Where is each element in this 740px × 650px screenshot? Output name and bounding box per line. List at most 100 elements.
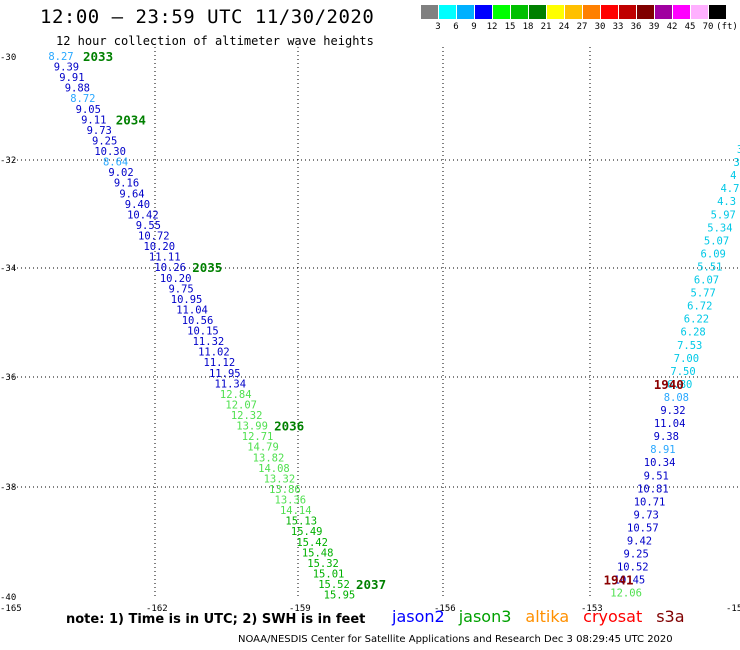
swh-value: 15.42 bbox=[296, 537, 328, 549]
swh-value: 10.81 bbox=[637, 483, 669, 495]
lon-label: -165 bbox=[0, 604, 22, 614]
swh-value: 9.05 bbox=[76, 104, 101, 116]
legend-tick: 30 bbox=[594, 22, 606, 32]
swh-value: 11.95 bbox=[209, 368, 241, 380]
swh-value: 4.3 bbox=[717, 196, 736, 208]
lat-label: -34 bbox=[0, 264, 16, 274]
swh-value: 7.00 bbox=[674, 353, 699, 365]
swh-value: 9.75 bbox=[168, 283, 193, 295]
satellite-legend: jason2 jason3 altika cryosat s3a bbox=[392, 607, 699, 626]
legend-tick: 18 bbox=[522, 22, 534, 32]
legend-tick: 21 bbox=[540, 22, 552, 32]
legend-swatch bbox=[583, 5, 601, 19]
lon-label: -156 bbox=[434, 604, 456, 614]
legend-tick: 9 bbox=[471, 22, 477, 32]
legend-tick: 70 bbox=[702, 22, 714, 32]
swh-value: 11.12 bbox=[204, 357, 236, 369]
swh-value: 12.32 bbox=[231, 410, 263, 422]
swh-value: 6.80 bbox=[667, 379, 692, 391]
time-tag: 1941 bbox=[603, 573, 633, 588]
color-legend bbox=[421, 5, 727, 19]
swh-value: 10.72 bbox=[138, 231, 170, 243]
swh-value: 9.42 bbox=[627, 536, 652, 548]
satellite-jason2: jason2 bbox=[392, 607, 445, 626]
swh-value: 13.86 bbox=[269, 484, 301, 496]
swh-value: 4 bbox=[730, 170, 736, 182]
legend-tick: 45 bbox=[684, 22, 696, 32]
swh-value: 12.06 bbox=[610, 588, 642, 600]
track-west: 8.279.399.919.888.729.059.119.739.2510.3… bbox=[48, 49, 386, 602]
swh-value: 15.49 bbox=[291, 526, 323, 538]
legend-swatch bbox=[457, 5, 475, 19]
lat-label: -36 bbox=[0, 373, 16, 383]
swh-value: 10.20 bbox=[160, 273, 192, 285]
swh-value: 9.11 bbox=[81, 114, 106, 126]
swh-value: 11.11 bbox=[149, 252, 181, 264]
legend-tick: 12 bbox=[486, 22, 498, 32]
swh-value: 10.30 bbox=[94, 146, 126, 158]
legend-swatch bbox=[439, 5, 457, 19]
swh-value: 8.91 bbox=[650, 444, 675, 456]
legend-swatch bbox=[709, 5, 727, 19]
legend-tick: 3 bbox=[435, 22, 441, 32]
legend-tick: 36 bbox=[630, 22, 642, 32]
swh-value: 12.07 bbox=[225, 399, 257, 411]
swh-value: 9.02 bbox=[108, 167, 133, 179]
footer-credit: NOAA/NESDIS Center for Satellite Applica… bbox=[238, 634, 673, 645]
swh-value: 10.15 bbox=[187, 326, 219, 338]
swh-value: 9.16 bbox=[114, 178, 139, 190]
swh-value: 9.88 bbox=[65, 83, 90, 95]
legend-swatch bbox=[655, 5, 673, 19]
map-title: 12:00 — 23:59 UTC 11/30/2020 bbox=[40, 6, 375, 28]
satellite-jason3: jason3 bbox=[458, 607, 512, 626]
satellite-cryosat: cryosat bbox=[583, 607, 643, 626]
swh-value: 9.73 bbox=[634, 509, 659, 521]
swh-value: 7.50 bbox=[670, 366, 695, 378]
swh-value: 9.91 bbox=[59, 72, 84, 84]
swh-value: 6.28 bbox=[680, 327, 705, 339]
satellite-s3a: s3a bbox=[656, 607, 685, 626]
swh-value: 12.71 bbox=[242, 431, 274, 443]
lon-label: -159 bbox=[289, 604, 311, 614]
swh-value: 11.02 bbox=[198, 347, 230, 359]
swh-value: 6.07 bbox=[694, 275, 719, 287]
swh-value: 11.04 bbox=[654, 418, 686, 430]
lon-label: -150 bbox=[726, 604, 740, 614]
footer-note: note: 1) Time is in UTC; 2) SWH is in fe… bbox=[66, 612, 366, 627]
swh-value: 11.04 bbox=[176, 304, 208, 316]
track-east: 3344.74.35.975.345.076.095.516.075.776.7… bbox=[603, 144, 740, 600]
swh-value: 5.34 bbox=[707, 222, 732, 234]
swh-value: 6.72 bbox=[687, 301, 712, 313]
swh-value: 3 bbox=[737, 144, 740, 156]
swh-value: 15.48 bbox=[302, 547, 334, 559]
swh-value: 11.32 bbox=[193, 336, 225, 348]
swh-value: 11.34 bbox=[214, 378, 246, 390]
legend-swatch bbox=[421, 5, 439, 19]
swh-value: 9.40 bbox=[125, 199, 150, 211]
lon-label: -153 bbox=[581, 604, 603, 614]
swh-value: 13.32 bbox=[264, 473, 296, 485]
legend-tick: 27 bbox=[576, 22, 588, 32]
lat-label: -30 bbox=[0, 53, 16, 63]
swh-value: 8.64 bbox=[103, 157, 128, 169]
satellite-altika: altika bbox=[525, 607, 570, 626]
swh-value: 9.25 bbox=[624, 549, 649, 561]
swh-value: 9.73 bbox=[87, 125, 112, 137]
map-grid bbox=[9, 47, 740, 597]
swh-value: 8.27 bbox=[48, 51, 73, 63]
time-tag: 2033 bbox=[83, 49, 113, 64]
swh-value: 15.95 bbox=[324, 590, 356, 602]
swh-value: 5.07 bbox=[704, 235, 729, 247]
swh-value: 14.08 bbox=[258, 463, 290, 475]
swh-value: 10.26 bbox=[154, 262, 186, 274]
swh-value: 10.52 bbox=[617, 562, 649, 574]
legend-tick: 39 bbox=[648, 22, 660, 32]
map-subtitle: 12 hour collection of altimeter wave hei… bbox=[56, 34, 374, 48]
legend-swatch bbox=[475, 5, 493, 19]
legend-ticks: 3 6 9 12 15 18 21 24 27 30 33 36 39 42 45 70 (ft) bbox=[421, 22, 740, 34]
swh-value: 14.79 bbox=[247, 442, 279, 454]
time-tag: 2035 bbox=[192, 260, 222, 275]
time-tag: 2034 bbox=[116, 112, 146, 127]
swh-value: 5.51 bbox=[697, 261, 722, 273]
